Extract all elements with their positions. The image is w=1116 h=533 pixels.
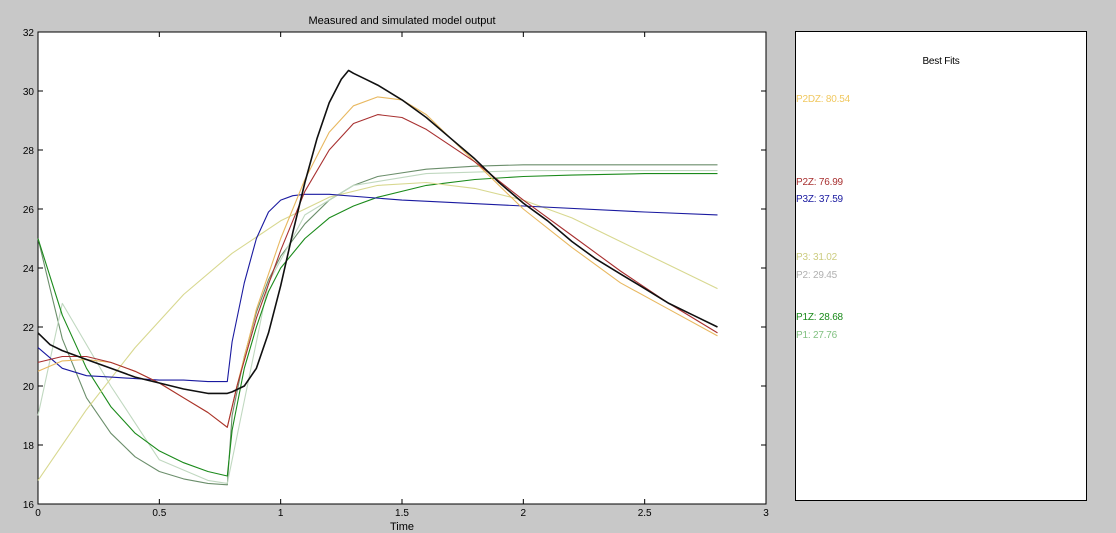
x-tick-label: 0.5 — [152, 508, 166, 519]
ticks-layer: 0 0.5 1 1.5 2 2.5 3 16 18 20 22 24 26 28 30 32 — [23, 28, 769, 519]
best-fit-entry: P1Z: 28.68 — [796, 312, 843, 323]
x-tick-label: 0 — [35, 508, 41, 519]
series-layer — [37, 69, 718, 486]
y-tick-label: 30 — [23, 87, 35, 98]
y-tick-label: 32 — [23, 28, 35, 39]
series-line-1 — [37, 170, 718, 484]
x-tick-label: 3 — [763, 508, 769, 519]
y-tick-label: 24 — [23, 264, 35, 275]
best-fit-entry: P1: 27.76 — [796, 330, 838, 341]
y-tick-label: 22 — [23, 323, 35, 334]
x-tick-label: 1.5 — [395, 508, 409, 519]
chart-title: Measured and simulated model output — [308, 15, 495, 27]
best-fit-entry: P3Z: 37.59 — [796, 194, 843, 205]
x-axis-label: Time — [390, 521, 414, 533]
y-tick-label: 20 — [23, 382, 35, 393]
best-fit-entry: P2DZ: 80.54 — [796, 94, 850, 105]
best-fits-title: Best Fits — [922, 56, 960, 67]
best-fit-entry: P2Z: 76.99 — [796, 177, 843, 188]
series-line-3 — [37, 181, 718, 481]
x-tick-label: 2.5 — [638, 508, 652, 519]
best-fit-entry: P3: 31.02 — [796, 252, 838, 263]
best-fits-panel: Best Fits P2DZ: 80.54 P2Z: 76.99 P3Z: 37.5… — [795, 31, 1087, 501]
series-line-4 — [37, 193, 718, 383]
best-fit-entry: P2: 29.45 — [796, 270, 838, 281]
y-tick-label: 28 — [23, 146, 35, 157]
x-tick-label: 1 — [278, 508, 284, 519]
series-line-7 — [37, 69, 718, 395]
y-tick-label: 26 — [23, 205, 35, 216]
series-line-6 — [37, 114, 718, 428]
y-tick-label: 16 — [23, 500, 35, 511]
x-tick-label: 2 — [521, 508, 527, 519]
series-line-2 — [37, 173, 718, 477]
y-tick-label: 18 — [23, 441, 35, 452]
axes-background — [37, 31, 767, 505]
series-line-0 — [37, 164, 718, 486]
